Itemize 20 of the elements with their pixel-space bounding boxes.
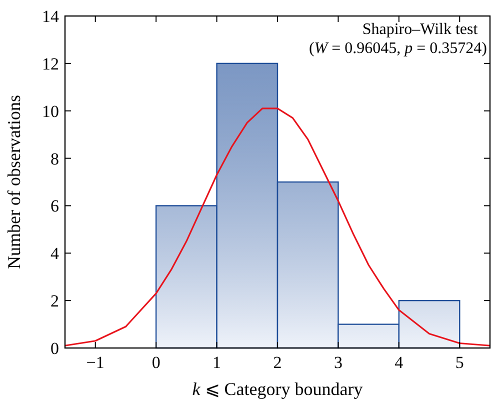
x-axis-title: k ⩽ Category boundary [192, 379, 363, 399]
x-tick-label: 2 [273, 353, 282, 372]
y-tick-label: 0 [50, 339, 59, 358]
annotation: (W = 0.96045, p = 0.35724) [308, 40, 487, 57]
y-tick-label: 2 [50, 292, 59, 311]
x-tick-label: 4 [394, 353, 404, 372]
line-series [64, 108, 491, 346]
y-tick-label: 8 [50, 149, 59, 168]
x-tick-label: 0 [152, 353, 160, 372]
x-tick-label: 1 [212, 353, 222, 372]
y-axis-title: Number of observations [4, 95, 24, 269]
x-tick-label: 3 [334, 353, 342, 372]
x-tick-label: 5 [455, 353, 464, 372]
x-tick-label: −1 [86, 353, 104, 372]
annotation: Shapiro–Wilk test [362, 21, 478, 38]
y-tick-label: 6 [50, 196, 59, 216]
y-tick-label: 4 [50, 244, 60, 264]
y-tick-label: 10 [42, 102, 59, 121]
y-tick-label: 14 [42, 7, 60, 26]
y-tick-label: 12 [42, 54, 59, 74]
